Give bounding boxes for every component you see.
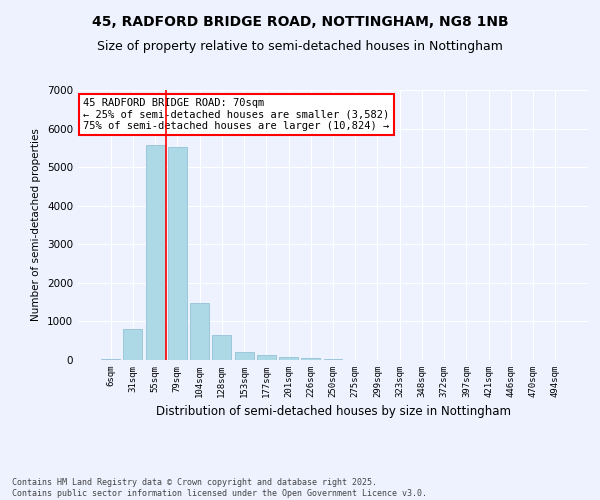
Bar [235, 352, 254, 360]
Bar [212, 336, 231, 360]
Bar [146, 145, 164, 360]
Text: Size of property relative to semi-detached houses in Nottingham: Size of property relative to semi-detach… [97, 40, 503, 53]
Bar [323, 359, 343, 360]
Bar [101, 359, 120, 360]
Bar [168, 146, 187, 360]
Bar [124, 329, 142, 360]
Bar [301, 358, 320, 360]
Bar [190, 303, 209, 360]
Bar [257, 355, 276, 360]
X-axis label: Distribution of semi-detached houses by size in Nottingham: Distribution of semi-detached houses by … [155, 406, 511, 418]
Text: Contains HM Land Registry data © Crown copyright and database right 2025.
Contai: Contains HM Land Registry data © Crown c… [12, 478, 427, 498]
Text: 45 RADFORD BRIDGE ROAD: 70sqm
← 25% of semi-detached houses are smaller (3,582)
: 45 RADFORD BRIDGE ROAD: 70sqm ← 25% of s… [83, 98, 389, 132]
Bar [279, 356, 298, 360]
Text: 45, RADFORD BRIDGE ROAD, NOTTINGHAM, NG8 1NB: 45, RADFORD BRIDGE ROAD, NOTTINGHAM, NG8… [92, 15, 508, 29]
Y-axis label: Number of semi-detached properties: Number of semi-detached properties [31, 128, 41, 322]
